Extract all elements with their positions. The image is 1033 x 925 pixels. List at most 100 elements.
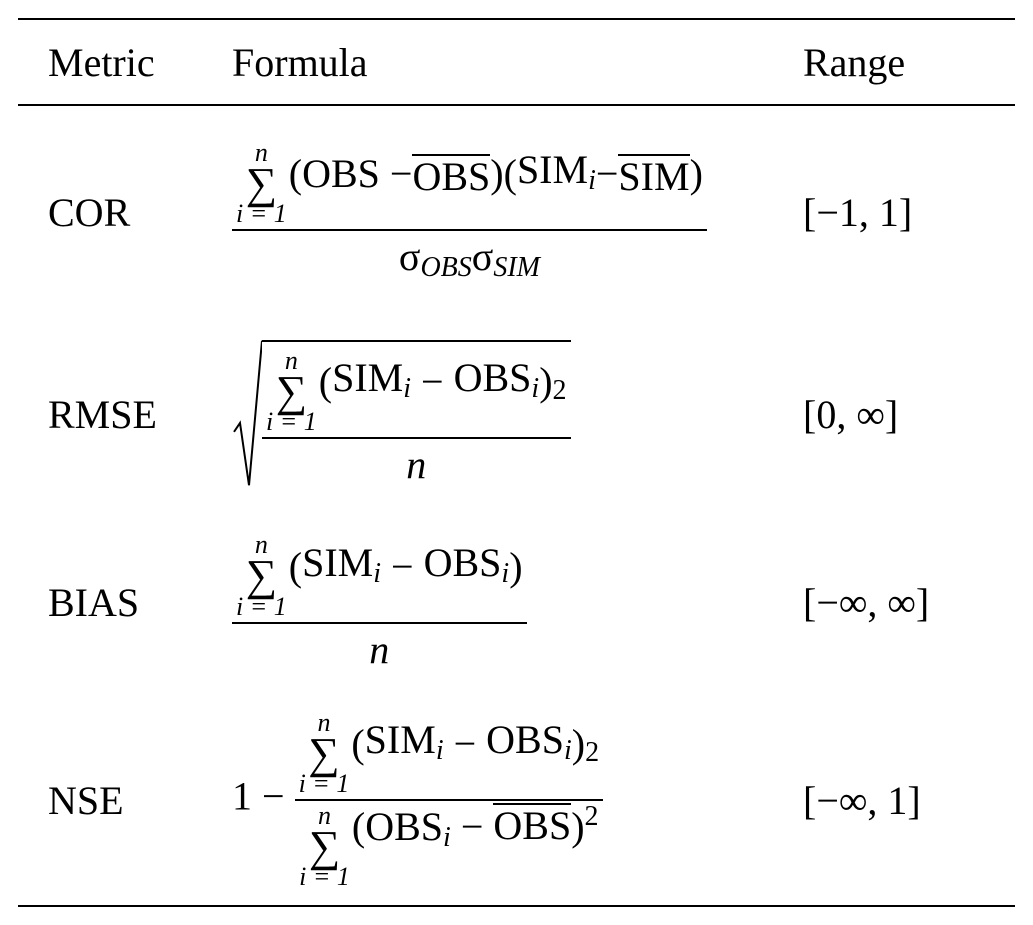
summation: n ∑ i = 1 bbox=[236, 532, 287, 619]
numerator: n ∑ i = 1(SIMi − OBSi) 2 bbox=[295, 707, 604, 798]
superscript: 2 bbox=[584, 801, 599, 832]
fraction-bar bbox=[232, 621, 527, 624]
overline-text: OBS bbox=[493, 803, 572, 848]
range-cell: [−∞, 1] bbox=[803, 777, 921, 823]
variable: n bbox=[406, 442, 427, 488]
subscripted: SIMi bbox=[365, 716, 444, 767]
formula-cell: n ∑ i = 1(SIMi − OBSi) 2 n bbox=[232, 318, 803, 510]
sum-lower: i = 1 bbox=[236, 199, 287, 229]
formula-cell: n ∑ i = 1(SIMi − OBSi) n bbox=[232, 510, 803, 695]
table-row: NSE 1 − n ∑ i = 1(SIMi − OBSi) 2 n ∑ i = 1(OBSi… bbox=[18, 695, 1015, 906]
sub-base: SIM bbox=[516, 147, 589, 193]
sum-lower: i = 1 bbox=[299, 862, 350, 892]
subscripted: OBSi bbox=[424, 539, 510, 590]
radicand: n ∑ i = 1(SIMi − OBSi) 2 n bbox=[262, 339, 571, 488]
fraction-bar bbox=[232, 229, 707, 232]
subscripted: OBSi bbox=[486, 716, 572, 767]
sum-symbol: ∑ bbox=[245, 551, 278, 601]
denominator: n bbox=[402, 441, 430, 488]
header-cell: Metric bbox=[48, 39, 155, 85]
table-row: BIAS n ∑ i = 1(SIMi − OBSi) n [−∞, ∞] bbox=[18, 510, 1015, 695]
formula-text: ) bbox=[509, 543, 523, 589]
sub-base: SIM bbox=[332, 355, 404, 401]
summation: n ∑ i = 1 bbox=[299, 803, 350, 890]
summation: n ∑ i = 1 bbox=[266, 345, 317, 437]
subscripted: SIMi bbox=[302, 539, 381, 590]
subscripted: OBSi bbox=[365, 803, 451, 854]
fraction: n ∑ i = 1(SIMi − OBSi) 2 n ∑ i = 1(OBSi − OBS)… bbox=[294, 707, 604, 890]
formula-text: − bbox=[443, 721, 487, 766]
subscripted: σSIM bbox=[472, 233, 540, 284]
subscript: OBS bbox=[420, 252, 472, 284]
formula-cell: n ∑ i = 1 (OBS − OBS)(SIMi − SIM) σOBS σSIM bbox=[232, 105, 803, 318]
metric-cell: COR bbox=[48, 189, 131, 235]
subscript: i bbox=[443, 822, 451, 853]
sub-base: σ bbox=[471, 234, 494, 280]
denominator: n bbox=[365, 626, 393, 673]
overline-text: OBS bbox=[412, 154, 491, 200]
formula-text: (OBS − bbox=[288, 151, 413, 197]
formula-text: − bbox=[411, 359, 454, 405]
range-cell: [−1, 1] bbox=[803, 189, 913, 235]
formula-text: ) bbox=[571, 804, 585, 849]
header-row: Metric Formula Range bbox=[18, 19, 1015, 105]
sub-base: SIM bbox=[364, 717, 436, 762]
subscript: i bbox=[563, 735, 572, 766]
radical-sign bbox=[232, 340, 262, 488]
formula-text: − bbox=[450, 804, 494, 849]
summation: n ∑ i = 1 bbox=[298, 707, 350, 798]
formula-text: ) bbox=[689, 151, 703, 197]
fraction: n ∑ i = 1 (OBS − OBS)(SIMi − SIM) σOBS σSIM bbox=[232, 139, 707, 284]
range-cell: [−∞, ∞] bbox=[803, 580, 930, 625]
sub-base: OBS bbox=[453, 355, 532, 401]
range-cell: [0, ∞] bbox=[803, 391, 899, 437]
denominator: σOBS σSIM bbox=[395, 233, 544, 284]
formula-text: ) bbox=[571, 721, 586, 766]
formula-text: ( bbox=[351, 721, 365, 766]
table-row: RMSE n ∑ i = 1(SIMi − OBSi) 2 n [0, ∞] bbox=[18, 318, 1015, 510]
formula-text: ( bbox=[351, 804, 366, 849]
table-header: Metric Formula Range bbox=[18, 19, 1015, 105]
formula-text: − bbox=[381, 543, 424, 589]
overline-text: SIM bbox=[618, 154, 690, 200]
metric-cell: RMSE bbox=[48, 391, 157, 437]
formula-text: ( bbox=[318, 359, 333, 405]
formula-text: ) bbox=[539, 359, 553, 405]
subscript: i bbox=[531, 373, 540, 405]
fraction: n ∑ i = 1(SIMi − OBSi) n bbox=[232, 532, 527, 672]
subscript: SIM bbox=[493, 252, 540, 284]
sum-upper: n bbox=[284, 345, 298, 375]
sub-base: σ bbox=[398, 234, 421, 280]
subscript: i bbox=[403, 373, 412, 405]
sum-lower: i = 1 bbox=[298, 769, 350, 798]
radical-path bbox=[234, 341, 262, 485]
fraction-bar bbox=[294, 799, 604, 801]
fraction-bar bbox=[262, 437, 571, 440]
metrics-table: Metric Formula Range COR n ∑ i = 1 (OBS − OBS… bbox=[18, 18, 1015, 907]
sum-symbol: ∑ bbox=[308, 822, 341, 871]
variable: n bbox=[369, 626, 390, 672]
numerator: n ∑ i = 1(SIMi − OBSi) 2 bbox=[262, 345, 571, 437]
subscript: i bbox=[501, 557, 510, 589]
denominator: n ∑ i = 1(OBSi − OBS) 2 bbox=[295, 803, 602, 890]
sub-base: OBS bbox=[365, 804, 444, 849]
summation: n ∑ i = 1 bbox=[236, 139, 287, 229]
subscripted: SIMi bbox=[332, 354, 411, 405]
sub-base: SIM bbox=[302, 539, 374, 585]
sum-symbol: ∑ bbox=[308, 728, 340, 778]
sum-lower: i = 1 bbox=[266, 407, 317, 437]
subscripted: σOBS bbox=[399, 233, 472, 284]
table-body: COR n ∑ i = 1 (OBS − OBS)(SIMi − SIM) σOBS σSIM [−… bbox=[18, 105, 1015, 906]
sub-base: OBS bbox=[423, 539, 502, 585]
formula-cell: 1 − n ∑ i = 1(SIMi − OBSi) 2 n ∑ i = 1(OBSi − … bbox=[232, 695, 803, 906]
superscript: 2 bbox=[585, 737, 600, 768]
fraction: n ∑ i = 1(SIMi − OBSi) 2 n bbox=[262, 345, 571, 488]
table-row: COR n ∑ i = 1 (OBS − OBS)(SIMi − SIM) σOBS σSIM [−… bbox=[18, 105, 1015, 318]
sum-upper: n bbox=[317, 707, 331, 737]
sum-lower: i = 1 bbox=[236, 591, 287, 621]
formula-text: ( bbox=[288, 543, 303, 589]
sum-symbol: ∑ bbox=[275, 366, 308, 416]
subscripted: OBSi bbox=[454, 354, 540, 405]
formula-text: 1 − bbox=[232, 773, 295, 819]
